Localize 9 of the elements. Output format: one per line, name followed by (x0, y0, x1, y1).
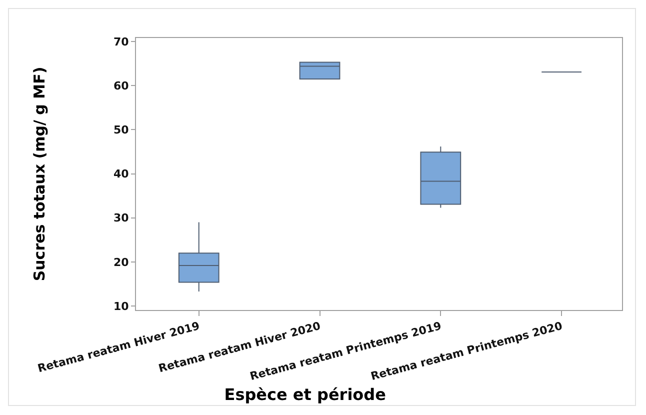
y-tick-label: 10 (113, 300, 130, 313)
x-axis-title: Espèce et période (224, 385, 386, 404)
y-axis-title: Sucres totaux (mg/ g MF) (30, 66, 49, 282)
y-tick-label: 50 (113, 124, 130, 137)
y-tick-label: 20 (113, 256, 130, 269)
y-tick-label: 60 (113, 79, 130, 92)
y-tick-label: 40 (113, 168, 130, 181)
y-tick-label: 30 (113, 212, 130, 225)
y-tick-label: 70 (113, 35, 130, 48)
